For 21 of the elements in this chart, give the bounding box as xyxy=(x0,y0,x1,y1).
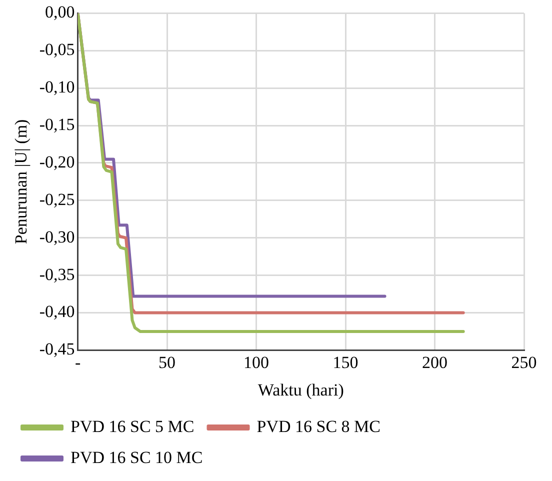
y-tick-label: -0,05 xyxy=(39,40,75,60)
x-tick-label: 150 xyxy=(332,352,358,372)
y-tick-label: -0,35 xyxy=(39,264,75,284)
legend-label: PVD 16 SC 10 MC xyxy=(70,448,203,467)
x-tick-label: 200 xyxy=(422,352,448,372)
legend-label: PVD 16 SC 5 MC xyxy=(70,416,194,436)
y-tick-label: -0,20 xyxy=(39,152,75,172)
legend-label: PVD 16 SC 8 MC xyxy=(256,416,381,436)
y-tick-label: -0,40 xyxy=(39,302,75,322)
x-axis-title: Waktu (hari) xyxy=(258,380,344,400)
y-tick-label: -0,30 xyxy=(39,227,75,246)
y-tick-label: -0,45 xyxy=(39,340,75,359)
x-tick-label: 250 xyxy=(511,352,537,372)
x-tick-label: 50 xyxy=(158,352,176,372)
y-axis-title: Penurunan |U| (m) xyxy=(12,119,31,244)
x-tick-label: 100 xyxy=(244,352,270,372)
y-tick-label: -0,25 xyxy=(39,190,75,209)
y-tick-label: -0,15 xyxy=(39,115,75,134)
y-tick-label: 0,00 xyxy=(45,2,75,22)
x-tick-label: - xyxy=(74,352,81,372)
y-tick-label: -0,10 xyxy=(39,78,75,97)
